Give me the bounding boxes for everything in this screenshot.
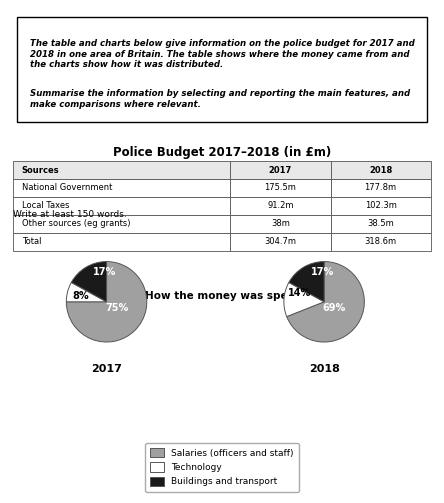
Text: 2017: 2017 <box>269 165 292 175</box>
Text: 17%: 17% <box>310 267 334 277</box>
Text: How the money was spent: How the money was spent <box>144 291 300 301</box>
Text: Summarise the information by selecting and reporting the main features, and
make: Summarise the information by selecting a… <box>30 90 410 109</box>
Bar <box>330 179 431 197</box>
Bar <box>13 215 230 233</box>
Text: 38.5m: 38.5m <box>367 219 394 228</box>
Text: 2018: 2018 <box>309 364 340 374</box>
Text: 17%: 17% <box>93 267 116 277</box>
Text: 38m: 38m <box>271 219 290 228</box>
Text: 2018: 2018 <box>369 165 392 175</box>
Bar <box>230 215 330 233</box>
Text: 318.6m: 318.6m <box>365 237 396 246</box>
Text: The table and charts below give information on the police budget for 2017 and
20: The table and charts below give informat… <box>30 39 415 69</box>
Wedge shape <box>287 262 365 342</box>
Text: 175.5m: 175.5m <box>265 184 296 193</box>
Bar <box>230 179 330 197</box>
Bar <box>330 197 431 215</box>
Bar <box>330 233 431 250</box>
FancyBboxPatch shape <box>17 17 427 122</box>
Text: Police Budget 2017–2018 (in £m): Police Budget 2017–2018 (in £m) <box>113 146 331 159</box>
Text: 177.8m: 177.8m <box>365 184 396 193</box>
Text: 102.3m: 102.3m <box>365 201 396 210</box>
Bar <box>330 161 431 179</box>
Wedge shape <box>284 282 324 316</box>
Bar <box>230 197 330 215</box>
Text: 8%: 8% <box>72 291 89 301</box>
Text: National Government: National Government <box>22 184 112 193</box>
Text: 304.7m: 304.7m <box>265 237 297 246</box>
Bar <box>230 161 330 179</box>
Text: Sources: Sources <box>22 165 59 175</box>
Text: 91.2m: 91.2m <box>267 201 293 210</box>
Bar <box>230 233 330 250</box>
Text: 2017: 2017 <box>91 364 122 374</box>
Text: 14%: 14% <box>288 288 311 298</box>
Bar <box>13 197 230 215</box>
Wedge shape <box>289 262 324 302</box>
Bar <box>13 179 230 197</box>
Legend: Salaries (officers and staff), Technology, Buildings and transport: Salaries (officers and staff), Technolog… <box>145 443 299 492</box>
Text: Local Taxes: Local Taxes <box>22 201 69 210</box>
Wedge shape <box>66 262 147 342</box>
Text: Total: Total <box>22 237 41 246</box>
Wedge shape <box>66 282 107 302</box>
Text: Write at least 150 words.: Write at least 150 words. <box>13 210 127 219</box>
Bar <box>330 215 431 233</box>
Wedge shape <box>71 262 107 302</box>
Bar <box>13 161 230 179</box>
Bar <box>13 233 230 250</box>
Text: 69%: 69% <box>322 303 346 313</box>
Text: Other sources (eg grants): Other sources (eg grants) <box>22 219 130 228</box>
Text: 75%: 75% <box>105 303 128 313</box>
